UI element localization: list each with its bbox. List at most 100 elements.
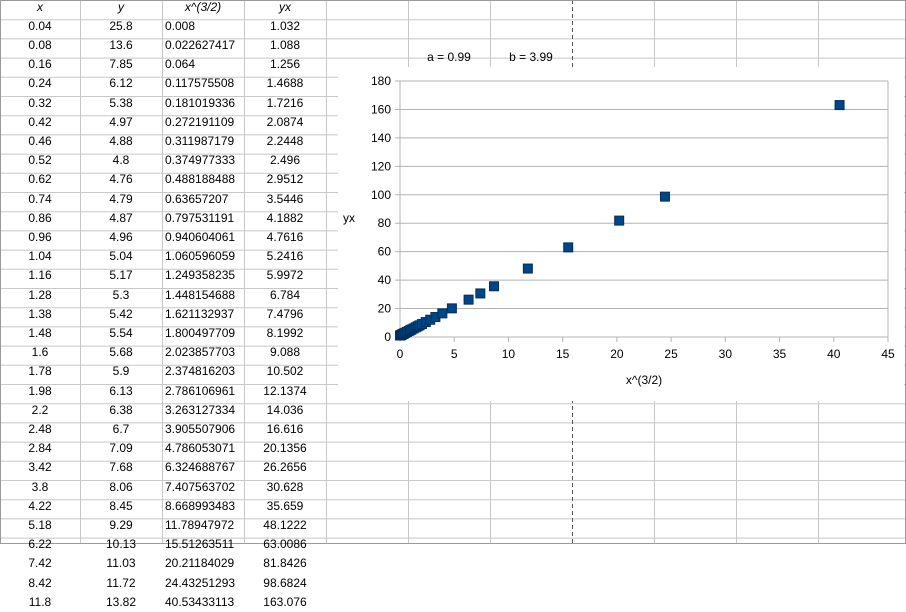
cell-col-yx[interactable]: 9.088 bbox=[269, 345, 301, 360]
cell-col-x[interactable]: 7.42 bbox=[28, 556, 52, 571]
cell-col-y[interactable]: 5.68 bbox=[109, 345, 133, 360]
cell-col-yx[interactable]: 3.5446 bbox=[266, 191, 304, 206]
cell-col-yx[interactable]: 63.0086 bbox=[263, 537, 307, 552]
cell-col-x[interactable]: 0.86 bbox=[28, 210, 52, 225]
cell-col-y[interactable]: 11.72 bbox=[106, 575, 136, 590]
data-point[interactable] bbox=[563, 242, 574, 253]
cell-col-x32[interactable]: 0.064 bbox=[165, 57, 196, 72]
cell-col-x[interactable]: 0.62 bbox=[28, 172, 52, 187]
param-a-label[interactable]: a = 0.99 bbox=[427, 50, 471, 64]
cell-col-x[interactable]: 0.96 bbox=[28, 229, 52, 244]
cell-col-x32[interactable]: 40.53433113 bbox=[165, 594, 235, 609]
cell-col-yx[interactable]: 5.2416 bbox=[266, 249, 304, 264]
cell-col-x32[interactable]: 7.407563702 bbox=[165, 479, 236, 494]
cell-col-yx[interactable]: 81.8426 bbox=[263, 556, 307, 571]
cell-col-yx[interactable]: 16.616 bbox=[266, 421, 304, 436]
cell-col-x[interactable]: 0.42 bbox=[28, 114, 52, 129]
cell-col-y[interactable]: 4.76 bbox=[109, 172, 133, 187]
data-point[interactable] bbox=[522, 263, 533, 274]
cell-col-x32[interactable]: 24.43251293 bbox=[165, 575, 236, 590]
cell-col-y[interactable]: 4.96 bbox=[109, 229, 133, 244]
cell-col-x[interactable]: 0.52 bbox=[28, 153, 52, 168]
cell-col-y[interactable]: 4.87 bbox=[109, 210, 133, 225]
cell-col-x[interactable]: 0.16 bbox=[28, 57, 52, 72]
cell-col-yx[interactable]: 4.7616 bbox=[266, 229, 304, 244]
cell-col-x32[interactable]: 1.060596059 bbox=[165, 249, 236, 264]
cell-col-x[interactable]: 1.98 bbox=[28, 383, 52, 398]
cell-col-y[interactable]: 11.03 bbox=[106, 556, 136, 571]
cell-col-x32[interactable]: 6.324688767 bbox=[165, 460, 236, 475]
cell-col-x32[interactable]: 2.786106961 bbox=[165, 383, 236, 398]
cell-col-x32[interactable]: 0.374977333 bbox=[165, 153, 236, 168]
data-point[interactable] bbox=[463, 294, 474, 305]
cell-col-y[interactable]: 4.97 bbox=[109, 114, 133, 129]
header-col-y[interactable]: y bbox=[118, 0, 124, 14]
cell-col-x32[interactable]: 1.448154688 bbox=[165, 287, 236, 302]
cell-col-yx[interactable]: 1.256 bbox=[269, 57, 301, 72]
cell-col-yx[interactable]: 1.032 bbox=[269, 18, 301, 33]
header-col-yx[interactable]: yx bbox=[279, 0, 291, 14]
cell-col-y[interactable]: 5.42 bbox=[109, 306, 133, 321]
cell-col-x32[interactable]: 15.51263511 bbox=[165, 537, 235, 552]
cell-col-x32[interactable]: 0.117575508 bbox=[165, 76, 235, 91]
cell-col-x[interactable]: 4.22 bbox=[28, 498, 52, 513]
cell-col-y[interactable]: 9.29 bbox=[109, 517, 133, 532]
cell-col-x[interactable]: 0.74 bbox=[28, 191, 52, 206]
cell-col-x[interactable]: 3.42 bbox=[28, 460, 52, 475]
cell-col-x32[interactable]: 2.374816203 bbox=[165, 364, 236, 379]
cell-col-x32[interactable]: 3.905507906 bbox=[165, 421, 236, 436]
cell-col-x32[interactable]: 4.786053071 bbox=[165, 441, 236, 456]
cell-col-y[interactable]: 4.79 bbox=[109, 191, 133, 206]
cell-col-x32[interactable]: 2.023857703 bbox=[165, 345, 236, 360]
cell-col-x32[interactable]: 8.668993483 bbox=[165, 498, 236, 513]
cell-col-x[interactable]: 1.48 bbox=[28, 325, 52, 340]
cell-col-x[interactable]: 1.78 bbox=[28, 364, 52, 379]
data-point[interactable] bbox=[659, 191, 670, 202]
cell-col-x[interactable]: 0.32 bbox=[28, 95, 52, 110]
cell-col-yx[interactable]: 20.1356 bbox=[263, 441, 307, 456]
cell-col-x[interactable]: 5.18 bbox=[28, 517, 52, 532]
cell-col-y[interactable]: 5.17 bbox=[109, 268, 133, 283]
cell-col-yx[interactable]: 4.1882 bbox=[266, 210, 304, 225]
cell-col-x[interactable]: 0.46 bbox=[28, 133, 52, 148]
cell-col-x32[interactable]: 0.488188488 bbox=[165, 172, 236, 187]
cell-col-y[interactable]: 25.8 bbox=[109, 18, 133, 33]
cell-col-x[interactable]: 11.8 bbox=[28, 594, 52, 609]
cell-col-yx[interactable]: 7.4796 bbox=[266, 306, 304, 321]
cell-col-x32[interactable]: 1.800497709 bbox=[165, 325, 236, 340]
cell-col-yx[interactable]: 163.076 bbox=[263, 594, 307, 609]
cell-col-yx[interactable]: 8.1992 bbox=[266, 325, 304, 340]
cell-col-yx[interactable]: 98.6824 bbox=[263, 575, 307, 590]
cell-col-yx[interactable]: 1.7216 bbox=[266, 95, 304, 110]
cell-col-x[interactable]: 3.8 bbox=[31, 479, 49, 494]
cell-col-x32[interactable]: 0.181019336 bbox=[165, 95, 236, 110]
cell-col-y[interactable]: 7.09 bbox=[109, 441, 133, 456]
cell-col-x[interactable]: 1.04 bbox=[28, 249, 52, 264]
cell-col-yx[interactable]: 2.0874 bbox=[266, 114, 304, 129]
data-point[interactable] bbox=[834, 100, 845, 111]
cell-col-x[interactable]: 1.28 bbox=[28, 287, 52, 302]
cell-col-x[interactable]: 2.84 bbox=[28, 441, 52, 456]
data-point[interactable] bbox=[437, 308, 448, 319]
cell-col-x[interactable]: 0.24 bbox=[28, 76, 52, 91]
cell-col-x32[interactable]: 20.21184029 bbox=[165, 556, 235, 571]
cell-col-x32[interactable]: 1.621132937 bbox=[165, 306, 235, 321]
cell-col-x32[interactable]: 0.022627417 bbox=[165, 37, 236, 52]
cell-col-yx[interactable]: 12.1374 bbox=[263, 383, 307, 398]
cell-col-x32[interactable]: 0.797531191 bbox=[165, 210, 235, 225]
cell-col-yx[interactable]: 1.088 bbox=[269, 37, 301, 52]
cell-col-y[interactable]: 6.38 bbox=[109, 402, 133, 417]
cell-col-x[interactable]: 1.16 bbox=[28, 268, 52, 283]
cell-col-y[interactable]: 13.6 bbox=[109, 37, 133, 52]
cell-col-y[interactable]: 6.7 bbox=[112, 421, 130, 436]
data-point[interactable] bbox=[446, 303, 457, 314]
cell-col-y[interactable]: 8.45 bbox=[109, 498, 133, 513]
data-point[interactable] bbox=[489, 281, 500, 292]
cell-col-yx[interactable]: 2.9512 bbox=[266, 172, 304, 187]
cell-col-x[interactable]: 0.08 bbox=[28, 37, 52, 52]
cell-col-y[interactable]: 13.82 bbox=[105, 594, 137, 609]
header-col-x[interactable]: x bbox=[37, 0, 43, 14]
cell-col-y[interactable]: 6.12 bbox=[109, 76, 133, 91]
cell-col-x[interactable]: 8.42 bbox=[28, 575, 52, 590]
cell-col-y[interactable]: 6.13 bbox=[109, 383, 133, 398]
